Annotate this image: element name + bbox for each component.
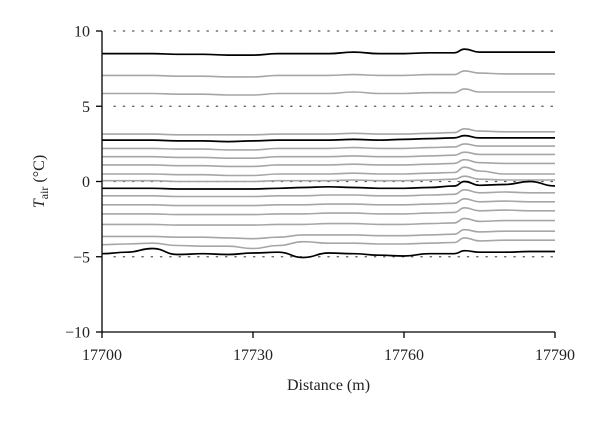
x-axis-title: Distance (m): [287, 377, 370, 394]
x-tick-label: 17700: [82, 347, 122, 364]
series-line-light: [102, 166, 555, 177]
series-line-light: [102, 70, 555, 78]
x-tick-label: 17790: [535, 347, 575, 364]
series-line-light: [102, 151, 556, 159]
series-line-light: [102, 189, 555, 198]
ticks: 10 5 0 −5 −10 17700 17730 17760 17790: [65, 24, 575, 365]
y-axis-title: Tair (°C): [31, 155, 51, 208]
x-tick-label: 17760: [384, 347, 424, 364]
series-line-light: [102, 207, 555, 216]
y-axis-title-symbol: T: [31, 198, 48, 208]
y-tick-label: −5: [73, 249, 90, 266]
series-line-light: [102, 143, 555, 151]
series-line-dark: [101, 48, 555, 56]
y-tick-label: 5: [82, 99, 90, 116]
series-line-light: [101, 158, 555, 168]
series-line-dark: [102, 134, 555, 143]
series-line-light: [101, 175, 555, 183]
y-tick-label: 0: [82, 174, 90, 191]
x-tick-label: 17730: [233, 347, 273, 364]
series-line-light: [101, 228, 555, 240]
series-line-dark: [101, 247, 555, 259]
y-tick-label: 10: [74, 24, 90, 41]
series-line-light: [101, 237, 555, 250]
series-line-light: [101, 88, 555, 96]
series-line-light: [101, 128, 556, 136]
series-line-light: [102, 198, 555, 207]
y-axis-title-subscript: air: [37, 187, 51, 200]
series-line-dark: [102, 180, 556, 190]
series-line-light: [102, 217, 555, 226]
y-axis-title-unit: (°C): [31, 155, 48, 187]
y-tick-label: −10: [65, 325, 90, 342]
series-lines: [101, 48, 556, 259]
